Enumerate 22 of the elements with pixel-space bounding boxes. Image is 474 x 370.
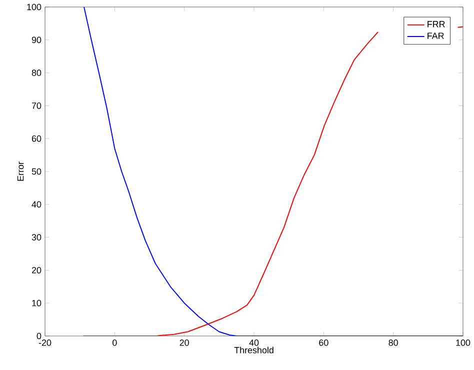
x-tick-label: -20	[38, 340, 52, 346]
x-tick-label: 60	[319, 340, 328, 346]
y-tick-label: 100	[27, 4, 42, 10]
y-axis-title: Error	[17, 162, 24, 181]
y-tick-label: 80	[32, 70, 42, 76]
x-axis-title: Threshold	[234, 346, 274, 354]
y-tick-label: 50	[32, 168, 42, 175]
x-tick-label: 80	[388, 340, 398, 346]
y-tick-label: 90	[32, 36, 42, 44]
legend-label: FRR	[428, 21, 445, 28]
y-tick-label: 40	[32, 201, 42, 208]
x-tick-label: 40	[249, 340, 259, 346]
x-tick-label: 20	[180, 340, 189, 346]
legend-label: FAR	[428, 32, 444, 39]
y-tick-label: 60	[32, 135, 42, 142]
y-tick-label: 10	[32, 300, 42, 306]
y-tick-label: 20	[32, 267, 42, 274]
y-tick-label: 0	[36, 332, 42, 340]
x-tick-label: 0	[112, 340, 117, 346]
y-tick-label: 70	[32, 102, 42, 109]
x-tick-label: 100	[456, 340, 470, 346]
y-tick-label: 30	[32, 234, 42, 240]
